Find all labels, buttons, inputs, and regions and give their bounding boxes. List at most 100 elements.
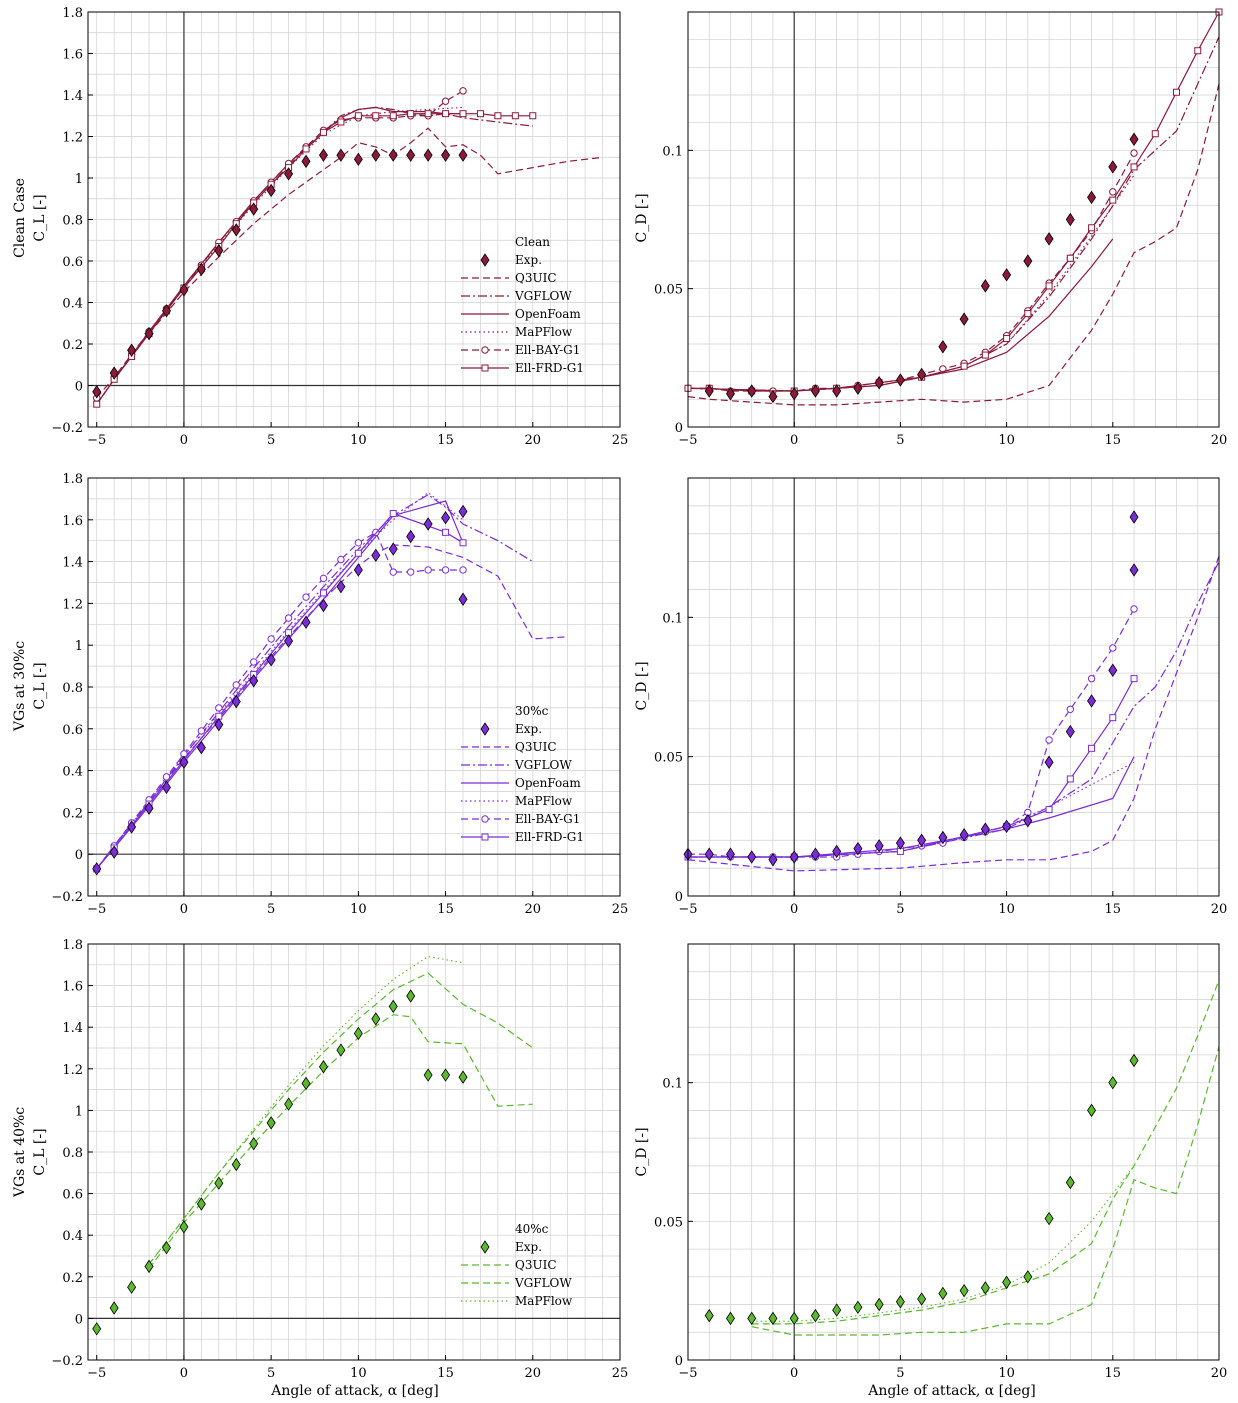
x-tick-label: −5 — [87, 902, 106, 917]
data-point-diamond — [196, 740, 206, 755]
data-point-diamond — [196, 262, 206, 277]
data-point-diamond — [853, 1300, 863, 1315]
data-point-diamond — [441, 1068, 451, 1082]
y-tick-label: 0.05 — [654, 283, 683, 298]
series-line-vgflow — [687, 36, 1220, 392]
data-point-diamond — [1065, 724, 1075, 739]
legend-label: VGFLOW — [514, 289, 572, 303]
data-point-diamond — [109, 366, 119, 380]
cd-label-0: C_D [-] — [634, 193, 650, 242]
data-point-square — [389, 510, 397, 518]
x-tick-label: 25 — [612, 433, 629, 448]
y-tick-label: 0.6 — [62, 723, 83, 738]
data-point-diamond — [301, 1076, 311, 1091]
data-point-diamond — [423, 517, 433, 531]
data-point-diamond — [318, 598, 328, 613]
data-point-square — [1045, 806, 1053, 814]
row-label-2: VGs at 40%c C_L [-] — [12, 1107, 48, 1198]
legend-label: VGFLOW — [514, 1276, 572, 1290]
data-point-circle — [197, 727, 206, 735]
data-point-circle — [1045, 736, 1053, 744]
x-tick-label: 5 — [267, 902, 275, 917]
y-tick-label: 1 — [75, 639, 83, 654]
series-line-ell-frd-g1 — [688, 678, 1135, 858]
data-point-diamond — [196, 1197, 206, 1211]
data-point-square — [1066, 254, 1074, 262]
x-tick-label: 20 — [1211, 1366, 1228, 1381]
data-point-circle — [354, 539, 363, 547]
x-tick-label: 15 — [1105, 1366, 1122, 1381]
x-tick-label: 15 — [437, 1366, 454, 1381]
data-point-square — [1173, 88, 1181, 96]
data-point-diamond — [1108, 1075, 1118, 1090]
data-point-diamond — [725, 1311, 735, 1326]
series-line-vgflow — [751, 979, 1220, 1325]
legend: Clean Exp. Q3UIC VGFLOW OpenFoam MaPFlow Ell-B… — [461, 235, 584, 375]
data-point-diamond — [1044, 232, 1054, 246]
data-point-diamond — [127, 1280, 137, 1294]
data-point-diamond — [144, 326, 154, 341]
data-point-diamond — [1129, 1053, 1139, 1068]
data-point-circle — [1109, 188, 1117, 196]
legend-label: Ell-BAY-G1 — [515, 343, 580, 357]
series-line-openfoam — [96, 106, 463, 405]
data-point-diamond — [458, 504, 468, 519]
y-tick-label: 0 — [75, 1312, 83, 1327]
legend-marker-square — [481, 833, 489, 841]
y-tick-label: 0.6 — [62, 255, 83, 270]
data-point-diamond — [92, 862, 102, 876]
y-tick-label: 0 — [675, 1354, 683, 1369]
legend-marker-circle — [481, 346, 489, 354]
y-tick-label: 1.2 — [62, 1063, 83, 1078]
y-tick-label: 1.2 — [62, 597, 83, 612]
data-point-diamond — [917, 833, 927, 847]
data-point-square — [494, 112, 502, 120]
data-point-circle — [302, 593, 310, 601]
series-line-ell-frd-g1 — [96, 512, 464, 870]
data-point-diamond — [1065, 1175, 1075, 1190]
legend: 40%c Exp. Q3UIC VGFLOW MaPFlow — [461, 1222, 573, 1308]
x-tick-label: 5 — [896, 902, 904, 917]
data-point-diamond — [284, 1097, 294, 1111]
data-point-diamond — [179, 1220, 189, 1234]
series-line-ell-bay-g1 — [688, 152, 1135, 392]
legend-label: MaPFlow — [515, 794, 573, 808]
series-line-ell-bay-g1 — [688, 608, 1135, 858]
legend-marker-square — [481, 364, 489, 372]
data-point-diamond — [284, 167, 294, 181]
data-point-diamond — [789, 387, 799, 401]
data-point-diamond — [704, 384, 714, 398]
data-point-diamond — [895, 836, 905, 850]
data-point-diamond — [959, 1283, 969, 1298]
data-point-diamond — [917, 1292, 927, 1306]
data-point-diamond — [1087, 1103, 1097, 1118]
series-line-q3uic — [751, 1046, 1220, 1336]
y-tick-label: 0.8 — [62, 681, 83, 696]
data-point-diamond — [371, 1012, 381, 1026]
legend-label: OpenFoam — [515, 307, 581, 321]
data-point-diamond — [231, 694, 241, 709]
data-point-diamond — [895, 1295, 905, 1309]
chart-cl-vg30: −5 0 5 10 15 20 25 −0.2 0 0.2 0.4 0.6 0.8 1 1.2 1.4 1.6 1… — [51, 472, 628, 917]
y-tick-label: 0 — [675, 421, 683, 436]
data-point-diamond — [768, 389, 778, 404]
y-tick-label: 1.6 — [62, 514, 83, 529]
x-tick-label: −5 — [678, 1366, 697, 1381]
data-point-diamond — [874, 1297, 884, 1312]
y-tick-label: 0.4 — [62, 297, 83, 312]
data-point-circle — [459, 566, 467, 574]
data-point-diamond — [458, 592, 468, 606]
row-label-vg30-line2: C_L [-] — [32, 662, 48, 709]
data-point-circle — [284, 614, 293, 622]
data-point-square — [1130, 675, 1138, 683]
data-point-circle — [267, 635, 275, 643]
x-tick-label: 10 — [998, 902, 1015, 917]
data-point-diamond — [832, 384, 842, 398]
x-tick-label: 20 — [525, 1366, 542, 1381]
series-line-vgflow — [96, 106, 533, 405]
x-tick-label: 20 — [1211, 433, 1228, 448]
series-line-ell-bay-g1 — [96, 90, 464, 399]
data-point-diamond — [1002, 1275, 1012, 1290]
plot-frame — [687, 477, 1220, 897]
